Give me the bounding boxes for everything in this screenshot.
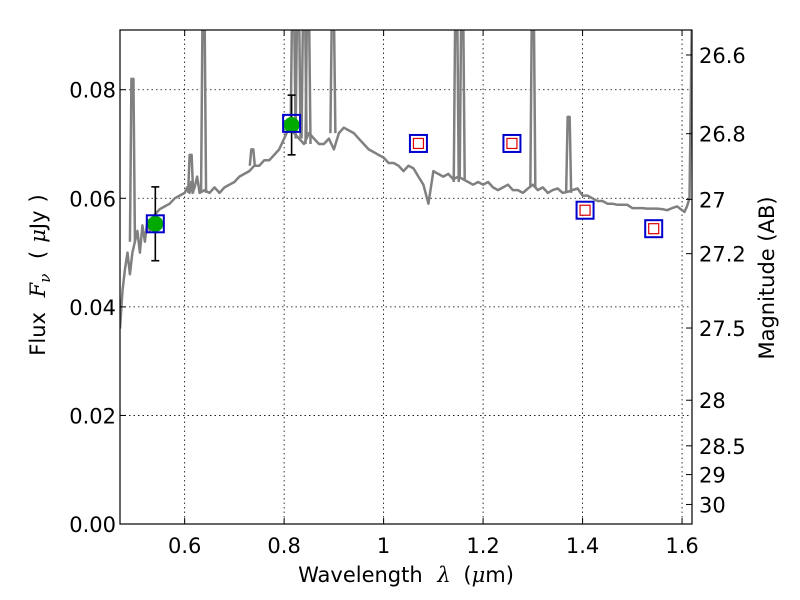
emission-line-spike	[128, 77, 137, 242]
y-axis-label-unit-open: (	[26, 251, 50, 259]
y2-tick-label: 26.6	[699, 44, 746, 68]
model-photometry-square	[408, 133, 428, 153]
y-axis-label-unit-mu: μ	[26, 229, 50, 243]
y-axis-label-unit-rest: Jy	[26, 210, 50, 231]
x-axis-label-text: Wavelength	[298, 563, 423, 587]
y2-tick-label: 28	[699, 389, 726, 413]
y2-tick-label: 27	[699, 188, 726, 212]
upper-limit-square	[412, 137, 425, 150]
model-photometry-square	[282, 113, 302, 133]
y-tick-label: 0.06	[69, 187, 116, 211]
x-axis-label-unit-mu: μ	[472, 563, 486, 587]
y-tick-label: 0.00	[69, 513, 116, 537]
y2-tick-label: 27.2	[699, 243, 746, 267]
model-photometry-square	[502, 133, 522, 153]
x-axis-label-unit-close: m)	[485, 563, 514, 587]
emission-line-spike	[289, 30, 297, 134]
y-axis-label-unit-close: )	[26, 194, 50, 202]
x-tick-label: 1.6	[665, 534, 698, 558]
x-tick-label: 1.2	[466, 534, 499, 558]
model-photometry-square	[644, 219, 664, 239]
emission-line-spike	[329, 30, 337, 134]
y-tick-label: 0.02	[69, 404, 116, 428]
x-tick-label: 0.6	[168, 534, 201, 558]
y2-tick-label: 27.5	[699, 317, 746, 341]
model-photometry-square	[575, 200, 595, 220]
y-tick-label: 0.04	[69, 296, 116, 320]
y-axis-label-symbol: F	[26, 281, 50, 298]
plot-area	[120, 30, 692, 329]
grid	[120, 30, 692, 524]
x-axis-label-symbol: λ	[436, 563, 450, 587]
emission-line-spike	[248, 148, 257, 166]
y-axis-label-symbol-sub: ν	[36, 274, 54, 283]
emission-line-spike	[529, 30, 537, 188]
emission-line-spike	[564, 115, 573, 193]
upper-limit-square	[648, 223, 660, 235]
model-photometry-square	[145, 214, 165, 234]
y-tick-label: 0.08	[69, 79, 116, 103]
spectrum-line	[120, 30, 692, 329]
y2-axis-label: Magnitude (AB)	[755, 196, 779, 359]
upper-limit-square	[579, 204, 591, 216]
y-axis-label: Flux Fν ( μJy)	[26, 194, 55, 355]
observed-photometry-point	[147, 215, 164, 232]
x-tick-label: 1	[377, 534, 390, 558]
x-axis-label-unit-open: (	[463, 563, 471, 587]
emission-line-spike	[304, 30, 312, 145]
emission-line-spike	[452, 30, 460, 183]
x-tick-label: 1.4	[566, 534, 599, 558]
y2-tick-label: 30	[699, 493, 726, 517]
x-tick-label: 0.8	[267, 534, 300, 558]
plot-frame	[119, 29, 693, 525]
emission-line-spike	[199, 30, 208, 193]
x-axis-label: Wavelength λ (μm)	[298, 563, 514, 587]
y2-tick-label: 28.5	[699, 435, 746, 459]
emission-line-spike	[294, 30, 302, 139]
y2-tick-label: 26.8	[699, 123, 746, 147]
observed-photometry-point	[283, 117, 300, 133]
y-axis-label-text: Flux	[26, 312, 50, 356]
emission-line-spike	[186, 153, 195, 193]
emission-line-spike	[458, 30, 466, 180]
y2-tick-label: 29	[699, 464, 726, 488]
upper-limit-square	[506, 137, 518, 150]
axis-ticks: 0.6 0.8 1 1.2 1.4 1.6 0.00 0.02 0.04 0.06 0.08 26.6…	[69, 30, 746, 558]
